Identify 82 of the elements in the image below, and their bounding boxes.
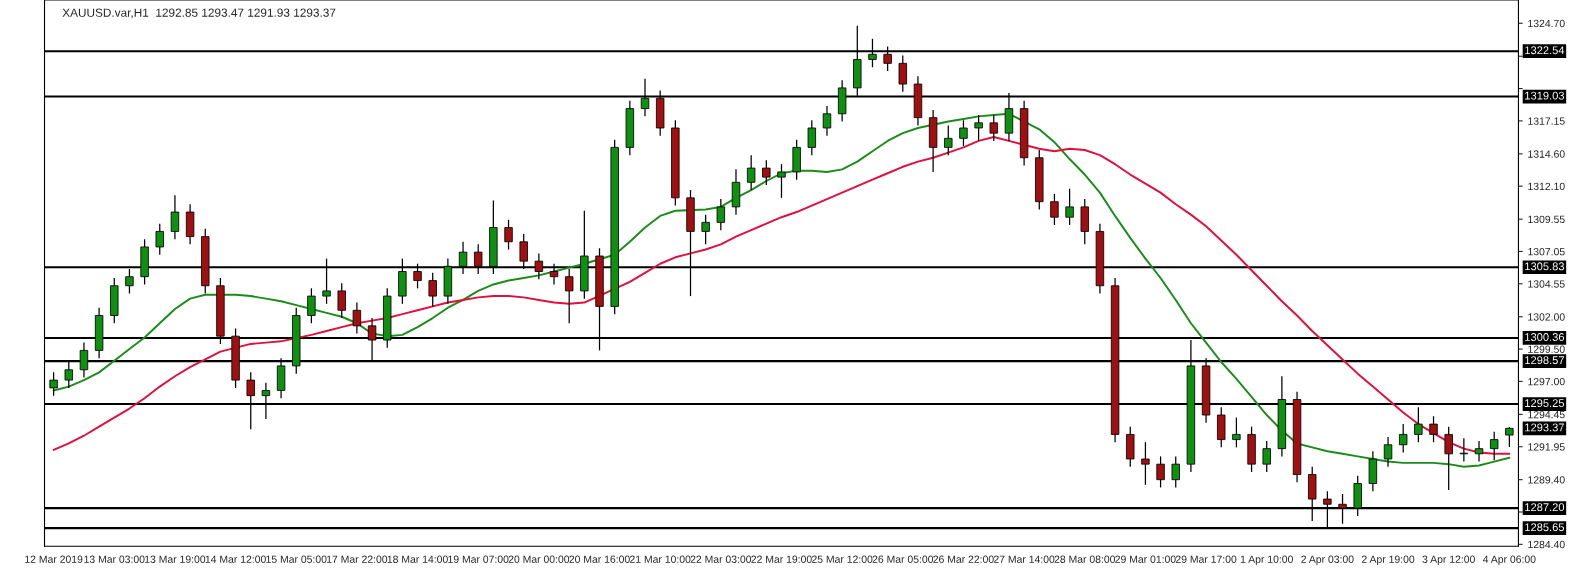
x-tick-label: 26 Mar 05:00 (872, 555, 934, 563)
x-tick-label: 26 Mar 22:00 (933, 555, 994, 563)
candlestick (1141, 441, 1150, 486)
x-tick-label: 4 Apr 06:00 (1482, 555, 1536, 565)
candlestick (777, 163, 786, 199)
x-tick-label: 22 Mar 19:00 (751, 555, 812, 563)
x-tick-label: 13 Mar 19:00 (145, 555, 206, 563)
candlestick (898, 54, 908, 93)
y-tick-label: 1307.05 (1528, 247, 1565, 256)
candlestick (1232, 416, 1241, 448)
x-tick-label: 19 Mar 07:00 (448, 555, 509, 563)
ref-line-label: 1285.65 (1525, 523, 1565, 532)
candlestick (504, 219, 513, 251)
ref-line-label: 1295.25 (1525, 399, 1565, 408)
candlestick (1171, 455, 1180, 489)
text: 1293.37 (1525, 423, 1564, 432)
candlestick (1489, 431, 1499, 461)
x-tick-label: 2 Apr 19:00 (1361, 555, 1415, 565)
candlestick (564, 268, 574, 324)
x-tick-label: 1 Apr 10:00 (1240, 555, 1293, 565)
candlestick (1505, 426, 1514, 448)
candlestick (428, 272, 437, 308)
candlestick (1444, 426, 1453, 491)
x-tick-label: 29 Mar 01:00 (1115, 555, 1176, 563)
candlestick (701, 214, 710, 245)
ref-line-label: 1298.57 (1525, 356, 1564, 365)
candlestick (989, 114, 998, 142)
candlestick (762, 159, 771, 186)
candlestick (716, 198, 726, 231)
ref-line-label: 1322.54 (1525, 46, 1565, 55)
x-tick-label: 14 Mar 12:00 (205, 555, 266, 563)
candlestick (337, 282, 346, 319)
x-tick-label: 20 Mar 00:00 (508, 555, 570, 563)
candlestick (155, 223, 164, 256)
x-tick-label: 25 Mar 12:00 (811, 555, 873, 563)
candlestick (1262, 440, 1271, 473)
x-tick-label: 29 Mar 17:00 (1175, 555, 1237, 563)
y-tick-label: 1312.10 (1528, 182, 1565, 191)
ref-line-label: 1319.03 (1525, 91, 1565, 100)
candlestick (959, 119, 968, 147)
y-tick-label: 1302.00 (1528, 313, 1565, 321)
y-tick-label: 1299.50 (1528, 345, 1565, 353)
x-tick-label: 2 Apr 03:00 (1301, 555, 1354, 565)
y-tick-label: 1284.40 (1528, 540, 1565, 549)
candlestick (1429, 415, 1438, 443)
x-tick-label: 21 Mar 10:00 (630, 555, 691, 563)
y-tick-label: 1297.00 (1528, 377, 1565, 386)
x-tick-label: 28 Mar 08:00 (1054, 555, 1116, 563)
ref-line-label: 1287.20 (1525, 503, 1565, 512)
y-tick-label: 1309.55 (1528, 215, 1565, 224)
x-tick-label: 17 Mar 22:00 (327, 555, 388, 563)
text: XAUUSD.var,H1 1292.85 1293.47 1291.93 1293.37 (62, 8, 336, 19)
x-tick-label: 12 Mar 2019 (25, 555, 83, 563)
x-tick-label: 27 Mar 14:00 (993, 555, 1055, 563)
candlestick (170, 194, 180, 240)
y-tick-label: 1304.55 (1528, 280, 1565, 288)
x-tick-label: 15 Mar 05:00 (266, 555, 327, 563)
candlestick (307, 287, 316, 324)
x-tick-label: 22 Mar 03:00 (690, 555, 752, 563)
y-tick-label: 1317.15 (1528, 117, 1565, 125)
ref-line-label: 1300.36 (1525, 333, 1565, 341)
candlestick (1398, 423, 1408, 454)
candlestick (1474, 440, 1484, 463)
candlestick (1050, 193, 1059, 226)
ref-line-label: 1305.83 (1525, 262, 1565, 271)
x-tick-label: 18 Mar 14:00 (387, 555, 448, 563)
y-tick-label: 1289.40 (1528, 476, 1565, 484)
x-tick-label: 3 Apr 12:00 (1422, 555, 1475, 565)
candlestick (1414, 406, 1423, 443)
y-tick-label: 1314.60 (1528, 150, 1565, 158)
x-tick-label: 13 Mar 03:00 (84, 555, 145, 563)
candlestick (944, 124, 953, 156)
candlestick (807, 119, 817, 156)
candlestick (822, 105, 832, 137)
candlestick (746, 154, 756, 191)
candlestick (1065, 188, 1074, 226)
candlestick (352, 301, 362, 335)
x-tick-label: 20 Mar 16:00 (569, 555, 630, 563)
y-tick-label: 1291.95 (1528, 443, 1565, 451)
y-tick-label: 1324.70 (1528, 19, 1565, 28)
y-tick-label: 1294.45 (1528, 410, 1565, 419)
candlestick (1156, 455, 1165, 489)
